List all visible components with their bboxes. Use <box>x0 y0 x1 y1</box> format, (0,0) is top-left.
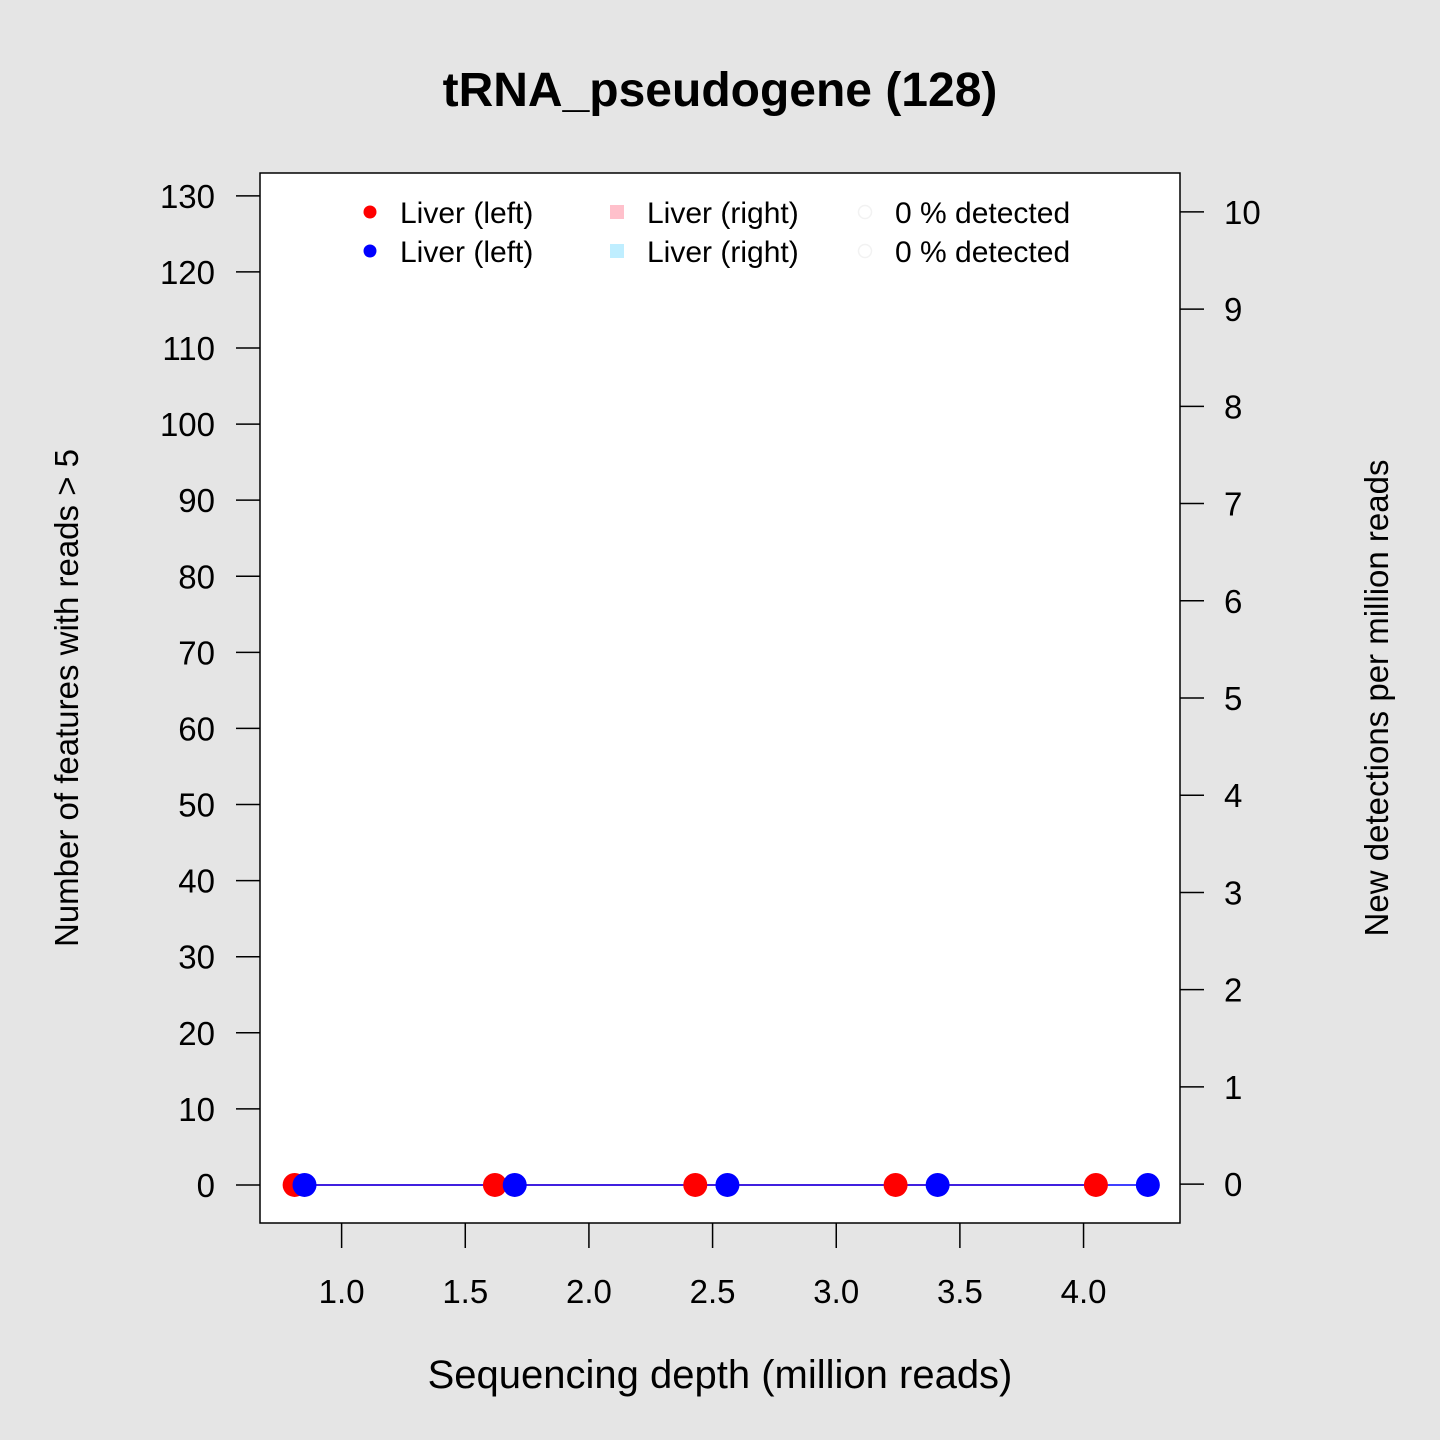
legend-marker <box>610 205 624 219</box>
y-tick-label: 100 <box>160 406 215 443</box>
y2-tick-label: 8 <box>1224 388 1242 425</box>
legend-marker <box>363 205 377 219</box>
series-2-point <box>292 1172 317 1197</box>
y-tick-label: 110 <box>162 330 215 367</box>
y2-tick-label: 1 <box>1224 1069 1242 1106</box>
legend-marker <box>857 204 873 220</box>
y-tick-label: 90 <box>178 482 215 519</box>
y2-tick-label: 2 <box>1224 972 1242 1009</box>
x-axis: 1.0 1.5 2.0 2.5 3.0 3.5 4.0 <box>319 1223 1107 1310</box>
legend-label: 0 % detected <box>895 236 1070 269</box>
y-tick-label: 30 <box>178 939 215 976</box>
y-tick-label: 0 <box>197 1167 215 1204</box>
y2-tick-label: 7 <box>1224 486 1242 523</box>
legend-label: Liver (left) <box>400 236 533 269</box>
y2-tick-label: 6 <box>1224 583 1242 620</box>
series-layer <box>282 1172 1160 1197</box>
x-tick-label: 1.0 <box>319 1273 365 1310</box>
y-tick-label: 40 <box>178 863 215 900</box>
x-tick-label: 3.0 <box>813 1273 859 1310</box>
y2-tick-label: 10 <box>1224 194 1261 231</box>
y-tick-label: 10 <box>178 1091 215 1128</box>
x-axis-label: Sequencing depth (million reads) <box>428 1353 1013 1397</box>
y-axis: 0 10 20 30 40 50 60 70 80 90 100 110 120 130 <box>160 178 260 1204</box>
series-2-point <box>925 1172 950 1197</box>
y2-tick-label: 9 <box>1224 291 1242 328</box>
legend-label: Liver (left) <box>400 197 533 230</box>
y2-tick-label: 4 <box>1224 777 1242 814</box>
x-tick-label: 2.0 <box>566 1273 612 1310</box>
y-tick-label: 20 <box>178 1015 215 1052</box>
plot-area <box>259 172 1181 1224</box>
secondary-y-axis: 0 1 2 3 4 5 6 7 8 9 10 <box>1180 194 1261 1203</box>
x-tick-label: 2.5 <box>690 1273 736 1310</box>
y2-tick-label: 5 <box>1224 680 1242 717</box>
x-tick-label: 4.0 <box>1061 1273 1107 1310</box>
y-tick-label: 60 <box>178 710 215 747</box>
y2-tick-label: 3 <box>1224 874 1242 911</box>
secondary-y-axis-label: New detections per million reads <box>1358 460 1395 937</box>
y2-tick-label: 0 <box>1224 1166 1242 1203</box>
y-tick-label: 50 <box>178 787 215 824</box>
legend-marker <box>610 244 624 258</box>
series-1-point <box>1083 1172 1108 1197</box>
series-1-point <box>683 1172 708 1197</box>
y-tick-label: 70 <box>178 634 215 671</box>
y-tick-label: 120 <box>160 254 215 291</box>
series-2-point <box>1135 1172 1160 1197</box>
legend-marker <box>857 243 873 259</box>
y-axis-label: Number of features with reads > 5 <box>48 449 85 947</box>
legend-marker <box>363 244 377 258</box>
legend-label: Liver (right) <box>647 236 799 269</box>
legend-label: Liver (right) <box>647 197 799 230</box>
x-tick-label: 1.5 <box>442 1273 488 1310</box>
series-1-point <box>482 1172 507 1197</box>
x-tick-label: 3.5 <box>937 1273 983 1310</box>
series-2-point <box>502 1172 527 1197</box>
series-2-point <box>715 1172 740 1197</box>
series-1-point <box>883 1172 908 1197</box>
legend: Liver (left) Liver (right) 0 % detected Liv… <box>363 197 1070 269</box>
legend-label: 0 % detected <box>895 197 1070 230</box>
y-tick-label: 80 <box>178 558 215 595</box>
chart-title: tRNA_pseudogene (128) <box>443 64 998 117</box>
y-tick-label: 130 <box>160 178 215 215</box>
